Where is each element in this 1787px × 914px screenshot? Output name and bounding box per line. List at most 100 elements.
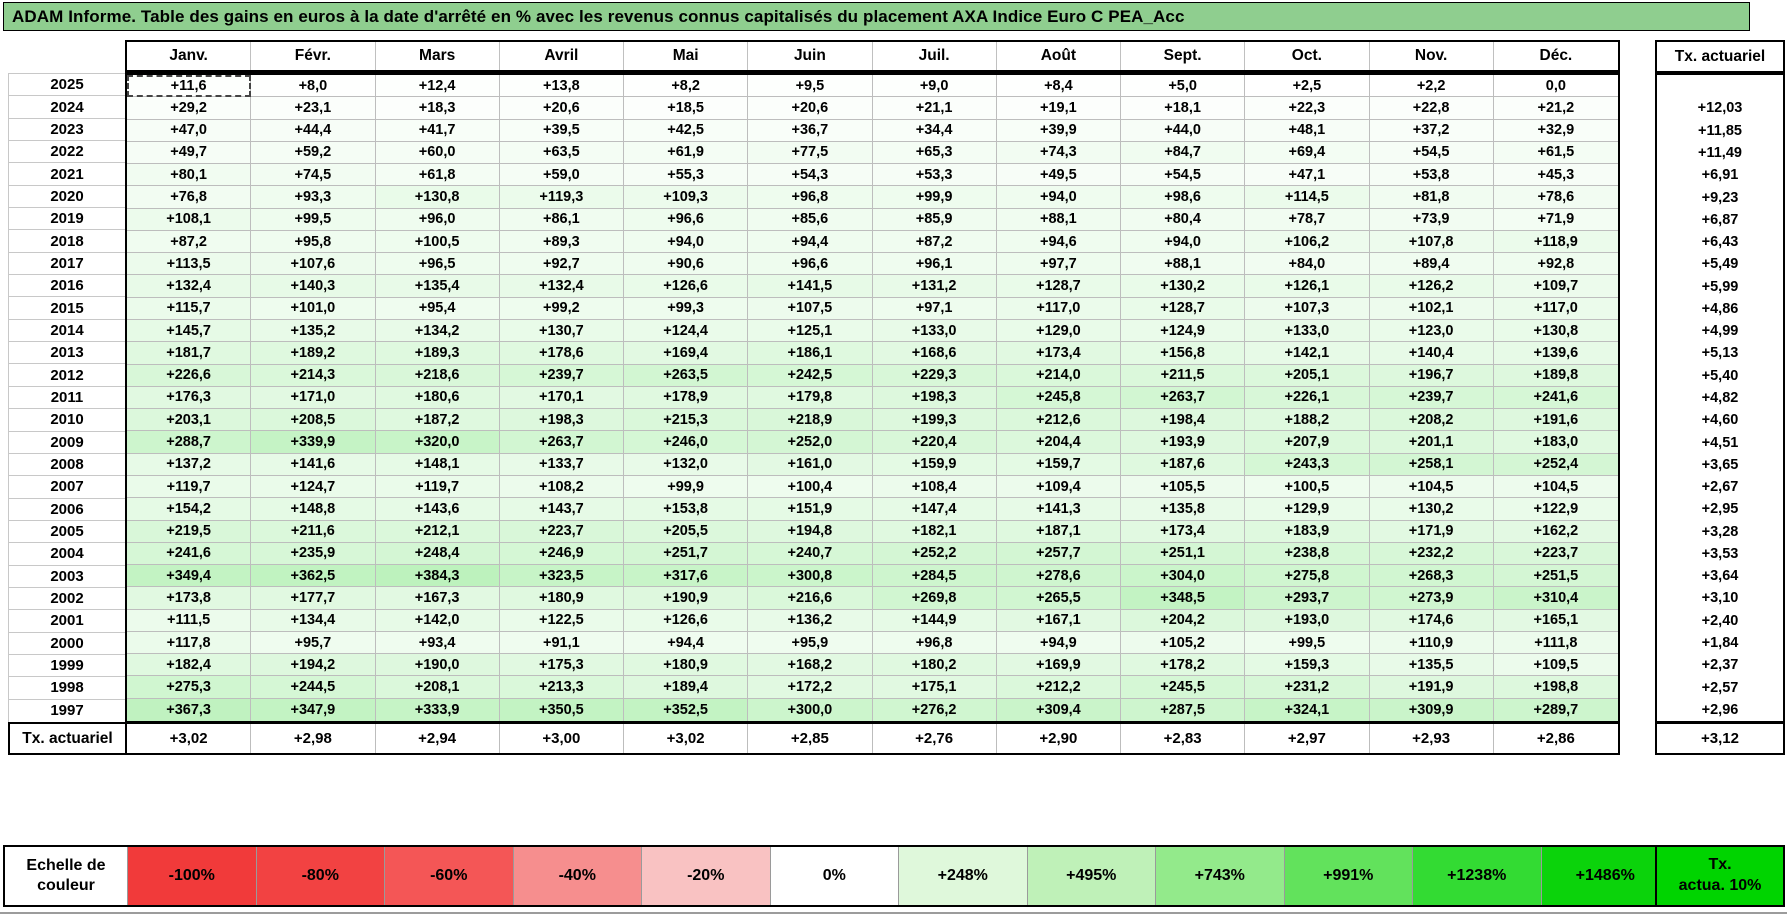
gain-cell[interactable]: +55,3 (624, 164, 749, 187)
tx-actuariel-cell[interactable]: +2,95 (1701, 501, 1739, 518)
gain-cell[interactable]: +104,5 (1493, 475, 1618, 499)
tx-actuariel-cell[interactable]: +2,96 (1701, 701, 1739, 718)
gain-cell[interactable]: +213,3 (499, 676, 624, 699)
gain-cell[interactable]: +113,5 (127, 253, 252, 276)
gain-cell[interactable]: +141,3 (996, 498, 1121, 521)
footer-tx-cell[interactable]: +2,83 (1121, 724, 1246, 753)
gain-cell[interactable]: +89,3 (499, 230, 624, 254)
gain-cell[interactable]: +95,9 (748, 631, 873, 655)
gain-cell[interactable]: +20,6 (748, 97, 873, 120)
gain-cell[interactable]: +204,2 (1121, 609, 1246, 632)
gain-cell[interactable]: +94,4 (748, 230, 873, 254)
gain-cell[interactable]: +12,4 (375, 75, 500, 98)
year-label[interactable]: 2008 (9, 454, 125, 477)
gain-cell[interactable]: +53,8 (1369, 164, 1494, 187)
year-label[interactable]: 2023 (9, 119, 125, 142)
gain-cell[interactable]: +246,0 (624, 431, 749, 454)
gain-cell[interactable]: +189,8 (1493, 364, 1618, 387)
gain-cell[interactable]: +349,4 (127, 565, 252, 588)
gain-cell[interactable]: +189,3 (375, 342, 500, 365)
gain-cell[interactable]: +188,2 (1245, 409, 1370, 432)
year-label[interactable]: 2024 (9, 96, 125, 119)
month-header[interactable]: Nov. (1370, 42, 1494, 70)
gain-cell[interactable]: +47,1 (1245, 164, 1370, 187)
gain-cell[interactable]: +49,7 (127, 141, 252, 165)
gain-cell[interactable]: +18,3 (375, 97, 500, 120)
tx-actuariel-cell[interactable]: +3,64 (1701, 568, 1739, 585)
tx-actuariel-footer-cell[interactable]: +3,12 (1655, 722, 1785, 755)
gain-cell[interactable]: +61,5 (1493, 141, 1618, 165)
gain-cell[interactable]: +226,1 (1245, 386, 1370, 410)
gain-cell[interactable]: +22,3 (1245, 97, 1370, 120)
gain-cell[interactable]: +293,7 (1245, 587, 1370, 610)
gain-cell[interactable]: +178,9 (624, 386, 749, 410)
gain-cell[interactable]: +223,7 (1493, 542, 1618, 566)
tx-actuariel-cell[interactable]: +4,86 (1701, 300, 1739, 317)
gain-cell[interactable]: +96,6 (748, 253, 873, 276)
gain-cell[interactable]: +183,9 (1245, 520, 1370, 543)
gain-cell[interactable]: +99,2 (499, 297, 624, 321)
gain-cell[interactable]: +284,5 (872, 565, 997, 588)
gain-cell[interactable]: +135,5 (1369, 654, 1494, 677)
tx-actuariel-cell[interactable]: +11,49 (1698, 144, 1742, 161)
tx-actuariel-cell[interactable]: +6,91 (1701, 167, 1739, 184)
gain-cell[interactable]: +54,3 (748, 164, 873, 187)
gain-cell[interactable]: +187,2 (375, 409, 500, 432)
year-label[interactable]: 2025 (9, 74, 125, 97)
gain-cell[interactable]: +172,2 (748, 676, 873, 699)
gain-cell[interactable]: +141,6 (251, 453, 376, 476)
gain-cell[interactable]: +84,0 (1245, 253, 1370, 276)
gain-cell[interactable]: +71,9 (1493, 208, 1618, 231)
year-label[interactable]: 1999 (9, 655, 125, 678)
gain-cell[interactable]: +99,9 (872, 186, 997, 209)
gain-cell[interactable]: +8,0 (251, 75, 376, 98)
gain-cell[interactable]: +54,5 (1121, 164, 1246, 187)
gain-cell[interactable]: +89,4 (1369, 253, 1494, 276)
gain-cell[interactable]: +175,1 (872, 676, 997, 699)
gain-cell[interactable]: +198,3 (872, 386, 997, 410)
gain-cell[interactable]: +39,5 (499, 119, 624, 142)
year-label[interactable]: 2005 (9, 521, 125, 544)
gain-cell[interactable]: +92,7 (499, 253, 624, 276)
gain-cell[interactable]: +132,4 (499, 275, 624, 298)
gain-cell[interactable]: +117,8 (127, 631, 252, 655)
gain-cell[interactable]: +131,2 (872, 275, 997, 298)
gain-cell[interactable]: +384,3 (375, 565, 500, 588)
footer-tx-cell[interactable]: +2,86 (1536, 730, 1575, 747)
gain-cell[interactable]: +203,1 (127, 409, 252, 432)
month-header[interactable]: Juil. (873, 42, 997, 70)
gain-cell[interactable]: +156,8 (1121, 342, 1246, 365)
gain-cell[interactable]: +94,4 (624, 631, 749, 655)
gain-cell[interactable]: +39,9 (996, 119, 1121, 142)
tx-actuariel-cell[interactable]: +3,28 (1701, 523, 1739, 540)
gain-cell[interactable]: +124,4 (624, 320, 749, 343)
gain-cell[interactable]: +154,2 (127, 498, 252, 521)
gain-cell[interactable]: +5,0 (1121, 75, 1246, 98)
gain-cell[interactable]: +251,7 (624, 542, 749, 566)
gain-cell[interactable]: +226,6 (127, 364, 252, 387)
year-label[interactable]: 2001 (9, 610, 125, 633)
gain-cell[interactable]: +78,6 (1493, 186, 1618, 209)
gain-cell[interactable]: +80,4 (1121, 208, 1246, 231)
gain-cell[interactable]: +36,7 (748, 119, 873, 142)
gain-cell[interactable]: +119,7 (127, 475, 252, 499)
tx-actuariel-cell[interactable]: +5,40 (1701, 367, 1739, 384)
gain-cell[interactable]: +130,2 (1121, 275, 1246, 298)
gain-cell[interactable]: +238,8 (1245, 542, 1370, 566)
footer-tx-cell[interactable]: +2,85 (748, 724, 873, 753)
gain-cell[interactable]: +21,1 (872, 97, 997, 120)
gain-cell[interactable]: +93,4 (375, 631, 500, 655)
gain-cell[interactable]: +171,0 (251, 386, 376, 410)
gain-cell[interactable]: +2,2 (1369, 75, 1494, 98)
gain-cell[interactable]: +187,6 (1121, 453, 1246, 476)
gain-cell[interactable]: +99,9 (624, 475, 749, 499)
tx-actuariel-cell[interactable]: +2,37 (1701, 657, 1739, 674)
gain-cell[interactable]: +167,1 (996, 609, 1121, 632)
gain-cell[interactable]: +126,6 (624, 609, 749, 632)
gain-cell[interactable]: +108,4 (872, 475, 997, 499)
gain-cell[interactable]: +324,1 (1245, 698, 1370, 721)
gain-cell[interactable]: +214,0 (996, 364, 1121, 387)
gain-cell[interactable]: +275,3 (127, 676, 252, 699)
gain-cell[interactable]: +352,5 (624, 698, 749, 721)
gain-cell[interactable]: +111,5 (127, 609, 252, 632)
